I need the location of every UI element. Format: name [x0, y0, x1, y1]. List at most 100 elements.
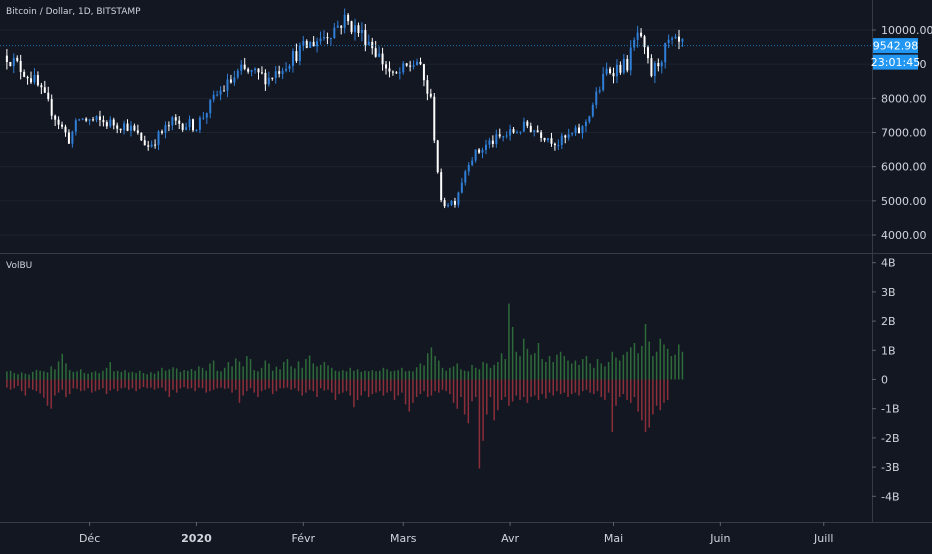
candle-body: [395, 72, 398, 74]
volume-bar-down: [375, 379, 377, 393]
candle-body: [443, 200, 446, 207]
symbol-legend[interactable]: Bitcoin / Dollar, 1D, BITSTAMP: [6, 7, 141, 17]
volume-bar-up: [327, 365, 329, 380]
candle-body: [636, 32, 639, 40]
candle-body: [491, 140, 494, 144]
candle-body: [543, 137, 546, 141]
candle: [257, 68, 260, 80]
candle: [460, 178, 463, 194]
volume-bar-down: [105, 379, 108, 395]
candle-body: [671, 38, 674, 40]
candle-body: [478, 149, 481, 153]
candle: [471, 156, 474, 167]
time-axis[interactable]: Déc 2020 Févr Mars Avr Mai Juin Juill: [79, 522, 833, 545]
volume-bar-up: [618, 360, 621, 380]
candle: [74, 118, 77, 136]
volume-bar-up: [556, 354, 558, 380]
candle-body: [450, 201, 453, 206]
volume-bar-up: [607, 361, 610, 380]
candle: [429, 88, 432, 99]
candle: [154, 139, 157, 149]
time-tick-label: Juin: [709, 532, 730, 545]
volume-bar-up: [102, 370, 104, 380]
candle-body: [453, 201, 456, 205]
candle: [540, 130, 543, 142]
candle-body: [57, 119, 60, 125]
candle-body: [633, 39, 636, 48]
volume-bar-down: [98, 379, 100, 390]
volume-bar-up: [212, 360, 215, 380]
candle-body: [367, 41, 370, 46]
candle-body: [264, 72, 267, 85]
volume-bar-up: [216, 370, 219, 380]
candle: [78, 118, 81, 122]
candle: [267, 71, 270, 87]
candle-body: [564, 135, 567, 138]
volume-bar-down: [109, 379, 112, 391]
candle-body: [333, 27, 336, 39]
candle: [329, 37, 332, 46]
candle: [136, 124, 139, 135]
volume-bar-down: [367, 379, 370, 398]
volume-bar-up: [593, 367, 595, 380]
candle: [281, 67, 284, 80]
volume-bar-down: [327, 379, 329, 390]
volume-bar-down: [471, 379, 473, 402]
volume-bar-up: [13, 373, 16, 380]
candle-body: [653, 63, 656, 77]
indicator-legend[interactable]: VolBU: [6, 261, 32, 271]
volume-bar-down: [404, 379, 407, 405]
candle: [23, 69, 26, 78]
volume-bar-up: [349, 367, 351, 380]
volume-bar-down: [622, 379, 625, 395]
volume-bar-up: [179, 371, 182, 380]
candle-body: [136, 130, 139, 133]
candle-body: [502, 136, 505, 138]
volume-bar-up: [246, 356, 248, 380]
candle: [12, 53, 15, 74]
candle: [343, 8, 346, 34]
candle-body: [447, 205, 450, 207]
candle: [33, 68, 36, 85]
volume-bar-up: [626, 351, 628, 380]
last-price-tag[interactable]: 9542.98 23:01:45: [871, 38, 920, 70]
candle: [126, 119, 129, 132]
volume-bar-down: [641, 379, 643, 421]
candle: [498, 128, 501, 139]
volume-bar-up: [146, 374, 148, 380]
candle: [219, 86, 222, 101]
candle: [491, 135, 494, 148]
candle-body: [322, 37, 325, 39]
candle-body: [385, 64, 388, 69]
candle: [553, 142, 556, 151]
volume-bar-down: [238, 379, 241, 403]
candle: [447, 202, 450, 208]
volume-bar-up: [131, 371, 134, 380]
candle-body: [591, 104, 594, 117]
volume-bar-up: [139, 370, 141, 380]
candle-body: [278, 71, 281, 74]
volume-bar-down: [153, 379, 156, 390]
volume-axis[interactable]: 4B 3B 2B 1B 0 -1B -2B -3B -4B: [872, 257, 900, 504]
volume-bar-up: [655, 351, 658, 380]
candle: [550, 132, 553, 147]
candle: [595, 87, 598, 109]
volume-bar-down: [434, 379, 436, 392]
volume-bar-up: [124, 370, 126, 380]
candle-body: [657, 63, 660, 67]
volume-bar-down: [578, 379, 580, 396]
candle: [681, 38, 684, 47]
candle-body: [309, 41, 312, 48]
volume-bar-down: [28, 379, 30, 389]
volume-bar-up: [467, 371, 470, 380]
volume-bar-up: [98, 373, 100, 380]
candle-body: [192, 119, 195, 131]
candle: [664, 42, 667, 69]
volume-bar-down: [308, 379, 311, 390]
volume-bar-up: [611, 351, 614, 380]
volume-bar-up: [54, 369, 56, 380]
candle-body: [5, 55, 8, 62]
candle: [426, 75, 429, 101]
volume-bar-up: [190, 368, 193, 380]
candle: [116, 122, 119, 134]
